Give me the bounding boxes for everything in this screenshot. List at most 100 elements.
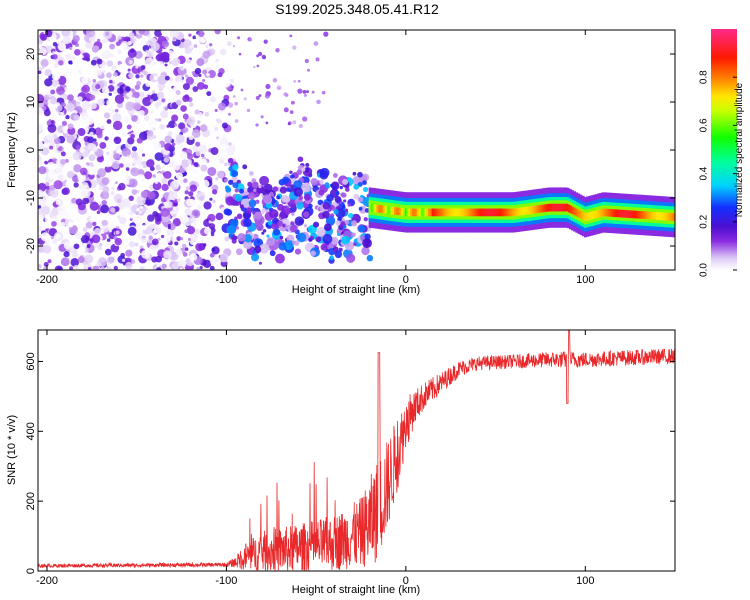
spectrogram-transition-cell <box>362 238 372 249</box>
spectrogram-noise-cell <box>79 147 85 154</box>
spectrogram-noise-cell <box>105 151 110 156</box>
spectrogram-noise-cell <box>91 45 100 53</box>
spectrogram-noise-cell <box>175 99 182 106</box>
spectrogram-noise-cell <box>100 266 105 270</box>
spectrogram-noise-cell <box>217 76 221 80</box>
spectrogram-noise-cell <box>210 232 215 237</box>
spectrogram-noise-cell <box>57 208 62 213</box>
spectrogram-noise-cell <box>86 244 91 249</box>
spectrogram-noise-cell <box>202 209 207 214</box>
spectrogram-noise-cell <box>166 266 172 270</box>
spectrogram-tone-core <box>498 208 501 217</box>
spectrogram-noise-cell <box>118 182 126 191</box>
spectrogram-tone-core <box>383 205 386 214</box>
spectrogram-noise-cell <box>156 91 165 99</box>
spectrogram-noise-cell <box>179 267 183 270</box>
spectrogram-tone-core <box>385 205 388 214</box>
spectrogram-noise-cell <box>190 217 196 223</box>
spectrogram-transition-cell <box>239 204 244 209</box>
spectrogram-noise-cell <box>89 201 99 211</box>
spectrogram-noise-cell <box>181 243 187 249</box>
spectrogram-noise-cell <box>200 173 204 178</box>
spectrogram-noise-cell <box>221 78 231 88</box>
spectrogram-tone-core <box>444 208 447 217</box>
spectrogram-noise-cell <box>106 238 111 242</box>
spectrogram-tone-core <box>566 203 569 212</box>
spectrogram-noise-cell <box>89 36 96 43</box>
spectrogram-noise-cell <box>112 120 123 131</box>
spectrogram-noise-cell <box>50 89 56 95</box>
spectrogram-noise-cell <box>197 120 201 124</box>
spectrogram-noise-cell <box>152 229 157 235</box>
spectrogram-noise-cell <box>87 136 94 144</box>
spectrogram-noise-cell <box>166 117 171 122</box>
spectrogram-ytick-label: 10 <box>25 96 37 108</box>
spectrogram-noise-cell <box>45 190 49 194</box>
spectrogram-tone-core <box>472 208 476 217</box>
spectrogram-noise-cell <box>287 122 291 126</box>
spectrogram-noise-cell <box>46 40 53 47</box>
spectrogram-tone-core <box>596 210 600 218</box>
spectrogram-noise-cell <box>293 79 297 83</box>
spectrogram-noise-cell <box>198 144 207 153</box>
spectrogram-noise-cell <box>58 60 64 66</box>
spectrogram-noise-cell <box>50 115 57 122</box>
spectrogram-noise-cell <box>156 263 160 267</box>
spectrogram-noise-cell <box>38 225 43 233</box>
spectrogram-noise-cell <box>188 89 194 94</box>
spectrogram-noise-cell <box>182 83 190 91</box>
spectrogram-noise-cell <box>168 120 176 129</box>
spectrogram-tone-core <box>485 208 488 217</box>
spectrogram-noise-cell <box>89 215 96 223</box>
spectrogram-noise-cell <box>202 69 208 75</box>
spectrogram-tone-core <box>422 208 426 217</box>
spectrogram-noise-cell <box>192 145 199 152</box>
spectrogram-noise-cell <box>81 52 90 61</box>
spectrogram-transition-cell <box>353 242 357 246</box>
spectrogram-transition-cell <box>341 235 350 245</box>
spectrogram-noise-cell <box>112 113 122 123</box>
spectrogram-noise-cell <box>143 71 148 76</box>
spectrogram-noise-cell <box>90 102 97 110</box>
spectrogram-noise-cell <box>189 102 194 107</box>
spectrogram-noise-cell <box>188 191 194 197</box>
spectrogram-noise-cell <box>57 42 67 51</box>
spectrogram-tone-core <box>526 206 530 215</box>
spectrogram-noise-cell <box>89 94 96 101</box>
spectrogram-noise-cell <box>152 127 156 131</box>
spectrogram-noise-cell <box>216 136 220 140</box>
spectrogram-noise-cell <box>85 116 94 126</box>
spectrogram-noise-cell <box>127 226 137 236</box>
spectrogram-tone-core <box>408 208 411 217</box>
spectrogram-noise-cell <box>191 174 200 183</box>
spectrogram-noise-cell <box>69 266 74 270</box>
spectrogram-transition-cell <box>318 189 325 196</box>
spectrogram-noise-cell <box>215 212 224 221</box>
spectrogram-noise-cell <box>121 171 128 178</box>
spectrogram-noise-cell <box>131 189 138 195</box>
spectrogram-transition-cell <box>358 206 363 211</box>
spectrogram-noise-cell <box>59 112 65 118</box>
spectrogram-noise-cell <box>38 205 42 209</box>
spectrogram-noise-cell <box>106 119 112 124</box>
spectrogram-noise-cell <box>219 158 225 164</box>
spectrogram-noise-cell <box>67 123 74 130</box>
spectrogram-transition-cell <box>319 179 324 185</box>
spectrogram-noise-cell <box>45 181 50 187</box>
spectrogram-noise-cell <box>38 94 45 104</box>
spectrogram-noise-cell <box>38 182 47 192</box>
spectrogram-noise-cell <box>172 213 177 218</box>
spectrogram-noise-cell <box>138 30 145 35</box>
spectrogram-transition-cell <box>301 182 311 193</box>
spectrogram-tone-core <box>573 207 576 216</box>
spectrogram-noise-cell <box>109 135 114 140</box>
spectrogram-noise-cell <box>127 68 131 72</box>
spectrogram-transition-cell <box>225 209 233 216</box>
spectrogram-transition-cell <box>296 169 302 176</box>
spectrogram-transition-cell <box>269 209 279 219</box>
spectrogram-noise-cell <box>125 167 130 171</box>
spectrogram-noise-cell <box>52 238 58 244</box>
spectrogram-noise-cell <box>138 109 145 117</box>
spectrogram-transition-cell <box>344 208 349 213</box>
spectrogram-transition-cell <box>252 249 257 254</box>
